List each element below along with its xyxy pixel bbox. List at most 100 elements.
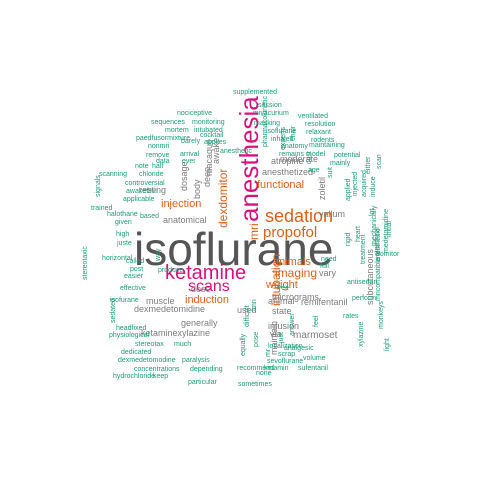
- word: resting: [139, 185, 167, 195]
- word: feel: [313, 315, 320, 327]
- word: weight: [266, 279, 298, 291]
- word: antisedan: [347, 279, 378, 286]
- word: note: [135, 163, 149, 170]
- word: based: [140, 213, 160, 220]
- word: potential: [334, 152, 361, 159]
- word: easier: [124, 273, 144, 280]
- word: free: [277, 285, 290, 292]
- word: anesthetic: [220, 148, 252, 155]
- word: scanning: [99, 171, 128, 178]
- word: difficult: [244, 305, 251, 327]
- word: called: [126, 258, 145, 265]
- word: suit: [327, 167, 334, 178]
- word: mainly: [330, 160, 351, 167]
- word: moderate: [280, 154, 319, 164]
- word: dexdomitor: [216, 168, 230, 228]
- word: volume: [303, 355, 326, 362]
- word: physiological: [109, 332, 150, 339]
- word: functional: [257, 179, 305, 191]
- word: masking: [254, 120, 281, 127]
- word: sevoflurane: [267, 358, 304, 365]
- word: maintaining: [309, 142, 345, 149]
- word: recommend: [237, 365, 274, 372]
- word: answer: [289, 313, 296, 336]
- word: chloride: [139, 171, 164, 178]
- word: anesthesic: [375, 228, 382, 262]
- word: zoletil: [317, 176, 327, 200]
- word: anatomy: [281, 143, 308, 150]
- word: body: [192, 179, 202, 199]
- word: age: [308, 167, 320, 174]
- word: hydrochloride: [113, 373, 156, 380]
- word: applied: [345, 178, 352, 201]
- word: light: [384, 338, 391, 351]
- word: concentrations: [134, 366, 180, 373]
- word: vallum: [319, 209, 346, 219]
- word: supplemented: [233, 89, 277, 96]
- word: applies: [204, 139, 227, 146]
- word: data: [156, 158, 170, 165]
- word: dexmedetomodine: [118, 357, 176, 364]
- word: ketamin: [264, 365, 289, 372]
- word: marmoset: [293, 330, 338, 341]
- word: monitoring: [192, 119, 225, 126]
- word: chair: [290, 125, 297, 141]
- word: cost: [306, 151, 313, 164]
- word: headfixed: [116, 325, 147, 332]
- word: isofurane: [110, 297, 139, 304]
- word: stereotaxic: [82, 246, 89, 280]
- word: dosage: [179, 161, 189, 191]
- word: resolution: [305, 121, 336, 128]
- word: high: [116, 231, 130, 238]
- word: nociceptive: [177, 110, 213, 117]
- word: either: [365, 156, 372, 174]
- word: relaxant: [306, 129, 331, 136]
- word: none: [256, 370, 272, 377]
- word: animal: [268, 296, 295, 306]
- word: mri: [247, 223, 261, 240]
- word: rates: [343, 313, 359, 320]
- word: just: [278, 332, 285, 343]
- word: ketaminexylazine: [141, 328, 211, 338]
- word: way: [155, 248, 162, 261]
- word: given: [115, 219, 132, 226]
- word: session: [258, 102, 282, 109]
- word: animals: [273, 256, 311, 268]
- word: model: [306, 151, 326, 158]
- word: particular: [188, 379, 217, 386]
- word: used: [237, 305, 257, 315]
- word: sedated: [110, 298, 117, 323]
- word: propofol: [263, 224, 318, 241]
- word: much: [174, 341, 192, 348]
- word: scans: [188, 278, 230, 295]
- word: initial: [386, 221, 393, 237]
- word: infusion: [268, 321, 300, 331]
- word: isoflurane: [266, 128, 297, 135]
- word: awakefmri: [126, 188, 158, 195]
- word: induce: [370, 176, 377, 197]
- word: depending: [190, 366, 223, 373]
- word: dexmedetomidine: [134, 304, 206, 314]
- word: heart: [355, 226, 362, 242]
- word: keep: [153, 373, 169, 380]
- word: via: [270, 329, 282, 339]
- word: injection: [161, 198, 202, 210]
- word: remains: [279, 151, 304, 158]
- word: effective: [120, 285, 146, 292]
- word: ever: [182, 158, 196, 165]
- word: anatomical: [163, 215, 207, 225]
- word: muscle: [146, 296, 175, 306]
- word: micrograms: [272, 292, 320, 302]
- word: halothane: [107, 211, 138, 218]
- word: anesthetized: [262, 167, 314, 177]
- word: ventilated: [298, 113, 328, 120]
- word: need: [321, 256, 337, 263]
- word: localization: [268, 343, 303, 350]
- word: xylazine: [358, 321, 365, 347]
- word: horizontal: [102, 255, 133, 262]
- word: paralysis: [182, 357, 210, 364]
- word: pharmacokinetic: [262, 96, 269, 147]
- word: arrival: [180, 151, 200, 158]
- word: acquired: [361, 170, 368, 197]
